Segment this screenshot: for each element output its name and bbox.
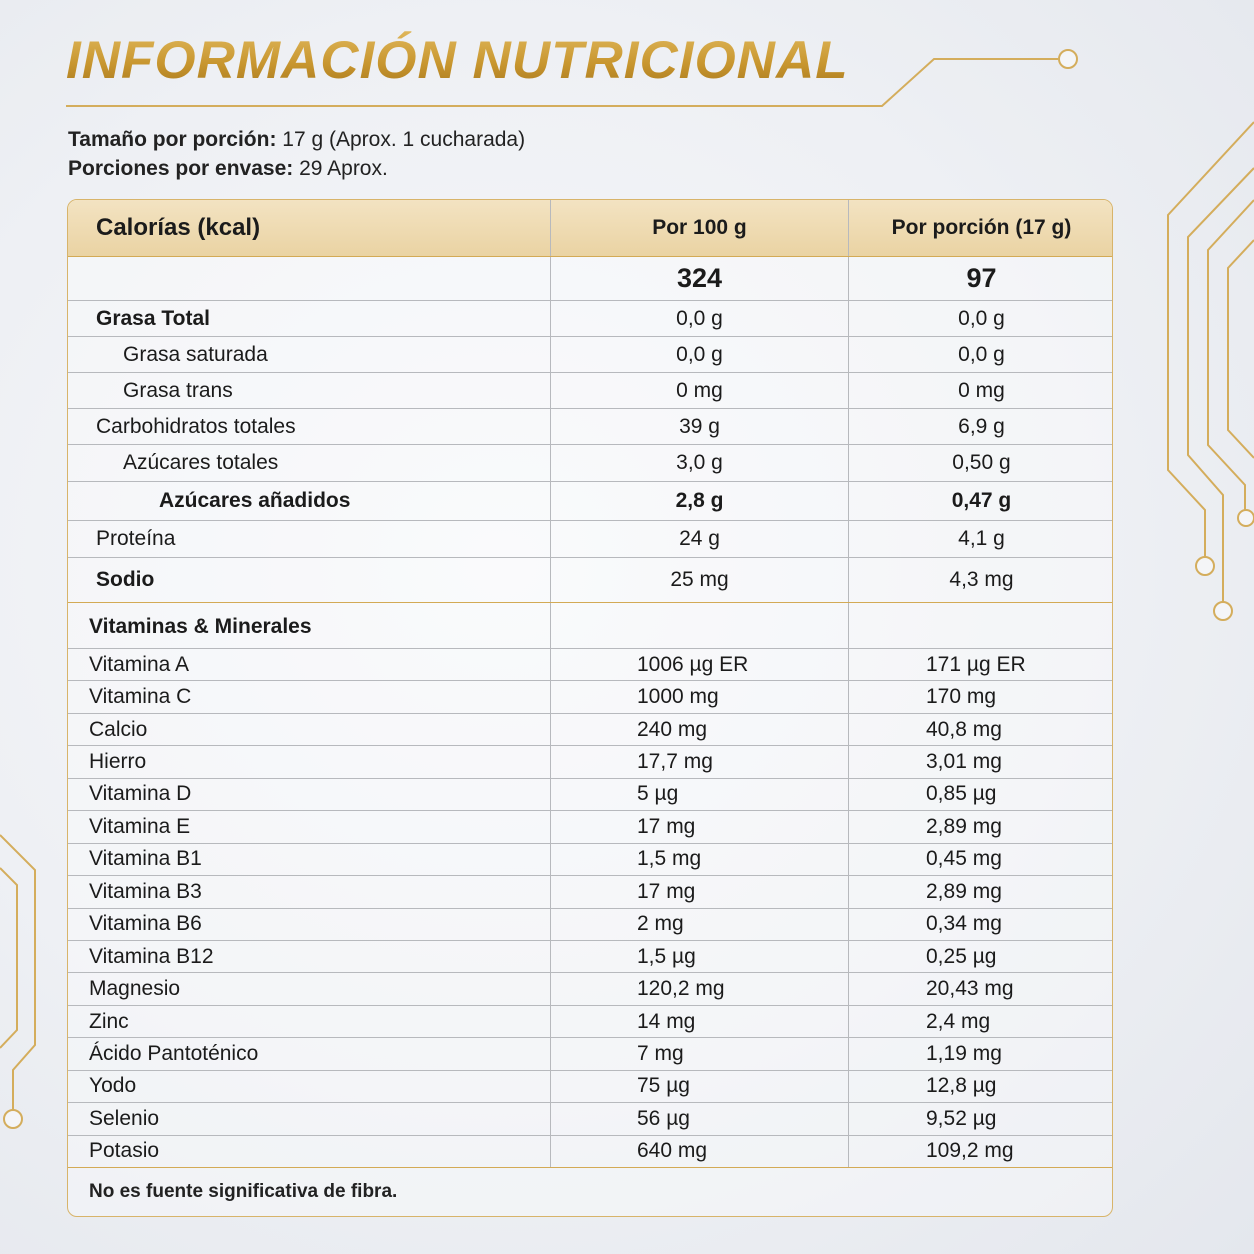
table-row: Azúcares totales 3,0 g 0,50 g xyxy=(68,445,1112,482)
vitamin-per-100g: 1,5 mg xyxy=(551,843,849,876)
vitamin-name: Vitamina B6 xyxy=(68,908,551,940)
vitamin-per-portion: 0,34 mg xyxy=(926,912,1002,936)
calories-per-100g: 324 xyxy=(551,257,849,300)
vitamin-per-100g: 240 mg xyxy=(551,713,849,746)
vitamin-row: Vitamina B1 1,5 mg 0,45 mg xyxy=(68,843,1112,877)
vitamin-per-100g: 17,7 mg xyxy=(551,746,849,778)
vitamin-name: Potasio xyxy=(68,1135,551,1167)
vitamin-per-portion: 109,2 mg xyxy=(926,1139,1014,1163)
vitamin-row: Magnesio 120,2 mg 20,43 mg xyxy=(68,973,1112,1006)
vitamin-per-portion: 1,19 mg xyxy=(926,1041,1002,1065)
table-row: Grasa saturada 0,0 g 0,0 g xyxy=(68,337,1112,373)
table-row: Azúcares añadidos 2,8 g 0,47 g xyxy=(68,482,1112,521)
vitamin-name: Vitamina E xyxy=(68,811,551,843)
vitamin-per-100g: 1,5 µg xyxy=(551,940,849,973)
vitamin-per-100g: 17 mg xyxy=(551,876,849,908)
vitamin-per-portion: 170 mg xyxy=(926,685,997,709)
vitamin-name: Vitamina D xyxy=(68,778,551,811)
header-calories: Calorías (kcal) xyxy=(68,200,551,256)
vitamin-name: Vitamina C xyxy=(68,681,551,713)
vitamin-per-portion: 171 µg ER xyxy=(926,652,1026,676)
header-per-portion: Por porción (17 g) xyxy=(891,216,1072,239)
vitamin-row: Vitamina E 17 mg 2,89 mg xyxy=(68,811,1112,844)
vitamin-row: Vitamina C 1000 mg 170 mg xyxy=(68,681,1112,714)
vitamin-name: Vitamina A xyxy=(68,649,551,681)
vitamin-name: Ácido Pantoténico xyxy=(68,1038,551,1070)
vitamin-per-portion: 0,25 µg xyxy=(926,944,997,968)
vitamin-name: Selenio xyxy=(68,1103,551,1135)
servings-per-container: Porciones por envase: 29 Aprox. xyxy=(68,157,388,181)
vitamin-per-portion: 3,01 mg xyxy=(926,750,1002,774)
servings-value: 29 Aprox. xyxy=(299,157,388,180)
vitamin-row: Vitamina A 1006 µg ER 171 µg ER xyxy=(68,649,1112,682)
vitamin-per-portion: 12,8 µg xyxy=(926,1074,997,1098)
vitamin-per-100g: 1006 µg ER xyxy=(551,649,849,681)
vitamin-per-100g: 640 mg xyxy=(551,1135,849,1167)
vitamin-per-portion: 0,85 µg xyxy=(926,782,997,806)
vitamin-name: Vitamina B1 xyxy=(68,843,551,876)
calories-per-portion: 97 xyxy=(966,263,997,293)
vitamin-per-100g: 17 mg xyxy=(551,811,849,843)
vitamin-per-100g: 1000 mg xyxy=(551,681,849,713)
vitamin-row: Hierro 17,7 mg 3,01 mg xyxy=(68,746,1112,779)
vitamin-per-portion: 2,89 mg xyxy=(926,879,1002,903)
serving-size: Tamaño por porción: 17 g (Aprox. 1 cucha… xyxy=(68,128,525,152)
serving-size-value: 17 g (Aprox. 1 cucharada) xyxy=(282,128,526,151)
vitamin-row: Calcio 240 mg 40,8 mg xyxy=(68,713,1112,747)
vitamin-row: Vitamina B12 1,5 µg 0,25 µg xyxy=(68,940,1112,974)
vitamin-per-100g: 56 µg xyxy=(551,1103,849,1135)
nutrition-table: Calorías (kcal) Por 100 g Por porción (1… xyxy=(67,199,1113,1217)
vitamin-row: Yodo 75 µg 12,8 µg xyxy=(68,1070,1112,1104)
vitamin-per-portion: 2,89 mg xyxy=(926,814,1002,838)
vitamin-per-100g: 7 mg xyxy=(551,1038,849,1070)
vitamin-row: Zinc 14 mg 2,4 mg xyxy=(68,1005,1112,1039)
calories-row: 324 97 xyxy=(68,257,1112,301)
vitamin-name: Yodo xyxy=(68,1070,551,1103)
vitamin-name: Hierro xyxy=(68,746,551,778)
vitamin-per-portion: 40,8 mg xyxy=(926,717,1002,741)
vitamin-name: Vitamina B12 xyxy=(68,940,551,973)
vitamin-per-100g: 14 mg xyxy=(551,1005,849,1038)
vitamin-per-portion: 2,4 mg xyxy=(926,1009,991,1033)
vitamin-per-portion: 0,45 mg xyxy=(926,847,1002,871)
table-row: Grasa trans 0 mg 0 mg xyxy=(68,373,1112,409)
vitamin-name: Vitamina B3 xyxy=(68,876,551,908)
vitamins-heading-row: Vitaminas & Minerales xyxy=(68,603,1112,649)
table-row: Grasa Total 0,0 g 0,0 g xyxy=(68,301,1112,337)
vitamin-per-100g: 5 µg xyxy=(551,778,849,811)
vitamin-name: Magnesio xyxy=(68,973,551,1005)
table-row: Sodio 25 mg 4,3 mg xyxy=(68,558,1112,603)
table-row: Proteína 24 g 4,1 g xyxy=(68,521,1112,558)
vitamin-row: Vitamina B3 17 mg 2,89 mg xyxy=(68,876,1112,909)
vitamins-heading: Vitaminas & Minerales xyxy=(68,603,551,648)
vitamin-per-portion: 20,43 mg xyxy=(926,977,1014,1001)
table-header: Calorías (kcal) Por 100 g Por porción (1… xyxy=(68,200,1112,257)
vitamin-name: Calcio xyxy=(68,713,551,746)
header-per-100g: Por 100 g xyxy=(551,200,849,256)
vitamin-per-portion: 9,52 µg xyxy=(926,1106,997,1130)
vitamin-row: Selenio 56 µg 9,52 µg xyxy=(68,1103,1112,1136)
page-title: INFORMACIÓN NUTRICIONAL xyxy=(66,31,849,90)
vitamin-row: Potasio 640 mg 109,2 mg xyxy=(68,1135,1112,1168)
table-row: Carbohidratos totales 39 g 6,9 g xyxy=(68,409,1112,445)
vitamin-per-100g: 75 µg xyxy=(551,1070,849,1103)
vitamin-per-100g: 120,2 mg xyxy=(551,973,849,1005)
vitamin-row: Vitamina B6 2 mg 0,34 mg xyxy=(68,908,1112,941)
servings-label: Porciones por envase: xyxy=(68,157,294,180)
vitamin-name: Zinc xyxy=(68,1005,551,1038)
vitamin-per-100g: 2 mg xyxy=(551,908,849,940)
serving-size-label: Tamaño por porción: xyxy=(68,128,277,151)
vitamin-row: Ácido Pantoténico 7 mg 1,19 mg xyxy=(68,1038,1112,1071)
footer-note: No es fuente significativa de fibra. xyxy=(89,1181,398,1202)
